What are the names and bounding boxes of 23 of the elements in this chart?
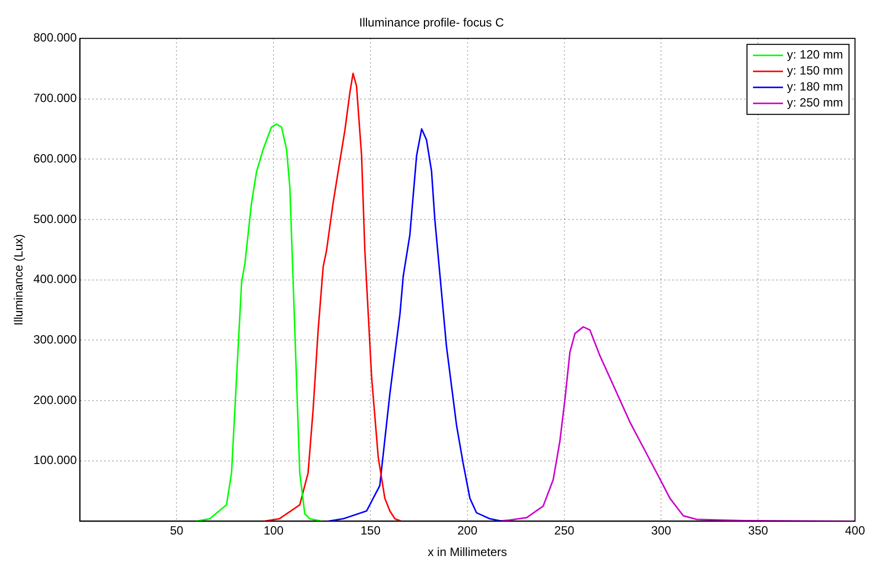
x-tick-label: 150	[360, 524, 381, 538]
x-axis-title: x in Millimeters	[428, 545, 508, 560]
legend-label: y: 180 mm	[786, 80, 844, 94]
legend-label: y: 150 mm	[786, 64, 844, 78]
y-axis-title: Illuminance (Lux)	[12, 234, 26, 326]
x-tick-label: 350	[748, 524, 768, 538]
legend-label: y: 120 mm	[786, 48, 844, 62]
x-tick-label: 400	[844, 524, 866, 538]
y-tick-label: 400.000	[33, 272, 78, 286]
legend-label: y: 250 mm	[786, 96, 844, 110]
y-tick-label: 200.000	[33, 392, 78, 407]
x-tick-label: 300	[651, 524, 672, 538]
y-tick-label: 800.000	[33, 30, 78, 45]
y-tick-label: 500.000	[33, 212, 78, 226]
chart-title: Illuminance profile- focus C	[359, 16, 504, 30]
y-tick-label: 700.000	[33, 91, 78, 106]
x-tick-label: 250	[554, 524, 575, 538]
x-tick-label: 200	[457, 524, 478, 538]
y-tick-label: 100.000	[33, 453, 78, 468]
x-tick-label: 100	[264, 524, 284, 538]
y-tick-label: 300.000	[33, 332, 78, 346]
y-tick-label: 600.000	[33, 151, 78, 166]
x-tick-label: 50	[170, 524, 184, 538]
